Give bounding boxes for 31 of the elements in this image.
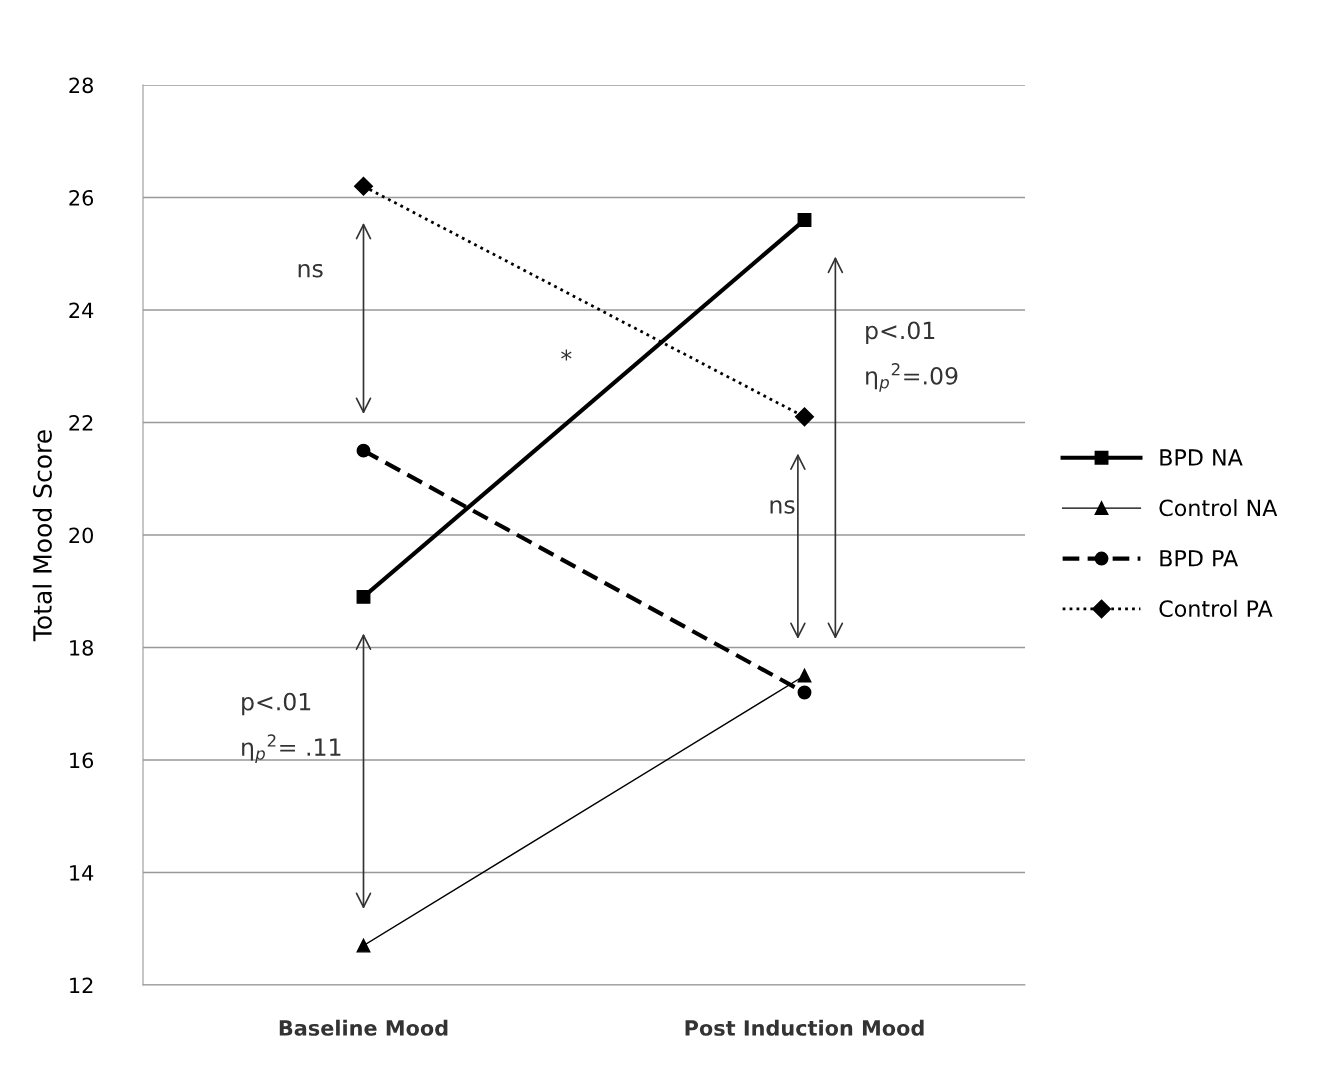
y-tick-label: 14 <box>70 865 94 881</box>
point <box>794 407 815 427</box>
point <box>797 668 812 683</box>
legend-label: BPD NA <box>1160 449 1243 466</box>
y-tick-label: 24 <box>69 302 94 318</box>
annotation: ns <box>298 263 323 278</box>
legend-label: Control NA <box>1159 499 1278 517</box>
point <box>356 443 371 458</box>
legend-label: BPD PA <box>1160 550 1239 567</box>
y-axis-title: Total Mood Score <box>32 430 52 642</box>
point <box>797 685 812 700</box>
x-tick-label: Baseline Mood <box>279 1019 448 1036</box>
annotation: * <box>561 349 572 361</box>
point <box>356 589 371 604</box>
annotation: η$_{p}$$^{2}$=.09 <box>866 363 958 392</box>
y-tick-label: 16 <box>70 752 94 769</box>
y-tick-label: 28 <box>69 77 93 94</box>
annotation: p<.01 <box>242 692 311 716</box>
y-tick-label: 20 <box>69 527 94 544</box>
annotation: η$_{p}$$^{2}$= .11 <box>242 734 341 763</box>
y-tick-label: 18 <box>70 639 93 656</box>
point <box>797 213 812 227</box>
point <box>353 176 374 196</box>
annotation: p<.01 <box>866 321 935 344</box>
y-tick-label: 22 <box>69 414 93 431</box>
legend-label: Control PA <box>1159 599 1273 618</box>
y-tick-label: 12 <box>70 977 93 993</box>
annotation: ns <box>770 500 795 514</box>
x-tick-label: Post Induction Mood <box>685 1019 924 1036</box>
point <box>356 938 371 953</box>
y-tick-label: 26 <box>69 189 94 206</box>
